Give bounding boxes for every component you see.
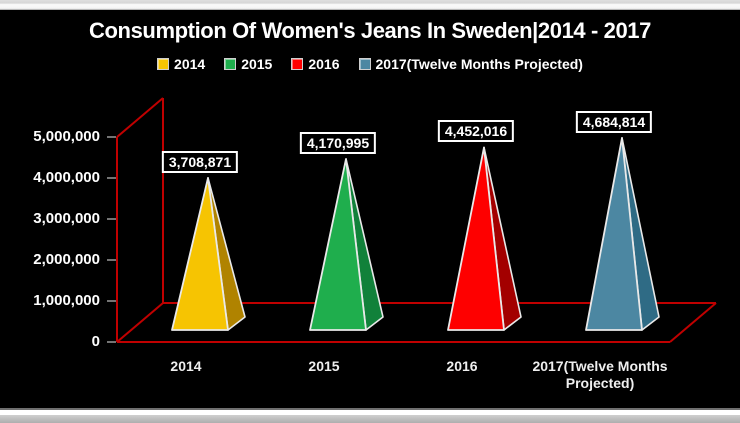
data-label-box: 4,170,995: [299, 131, 377, 154]
x-axis-label: 2017(Twelve Months Projected): [532, 358, 668, 391]
window-top-edge: [0, 0, 740, 10]
window-bottom-edge: [0, 408, 740, 423]
legend-item-label: 2014: [174, 56, 206, 72]
legend-item-1: 2014: [157, 56, 205, 72]
legend-item-label: 2016: [308, 56, 340, 72]
x-axis-label: 2015: [308, 358, 340, 374]
pyramid-front-face: [309, 158, 367, 331]
axis-frame-line: [116, 302, 164, 343]
consumption-chart: Consumption Of Women's Jeans In Sweden|2…: [0, 10, 740, 408]
y-axis-label: 5,000,000: [33, 128, 100, 145]
pyramid-2014: [171, 177, 246, 331]
pyramid-2017: [585, 137, 660, 331]
y-axis-label: 0: [91, 333, 100, 350]
axis-frame-line: [669, 302, 717, 343]
legend-color-swatch: [157, 58, 170, 70]
pyramid-front-face: [171, 177, 229, 331]
legend-item-3: 2016: [291, 56, 340, 72]
y-axis-label: 2,000,000: [33, 251, 100, 268]
legend-item-label: 2015: [241, 56, 273, 72]
x-axis-label: 2016: [446, 358, 478, 374]
x-axis-label: 2014: [170, 358, 202, 374]
window-bottom-edge-highlight: [0, 410, 740, 415]
y-axis-label: 4,000,000: [33, 169, 100, 186]
y-axis-label: 1,000,000: [33, 292, 100, 309]
legend-color-swatch: [291, 58, 304, 70]
data-label-box: 4,684,814: [575, 110, 653, 133]
legend-item-label: 2017(Twelve Months Projected): [375, 56, 583, 72]
pyramid-2016: [447, 146, 522, 331]
legend-color-swatch: [224, 58, 237, 70]
legend-item-4: 2017(Twelve Months Projected): [358, 56, 583, 72]
axis-frame-line: [116, 97, 164, 138]
pyramid-front-face: [447, 146, 505, 331]
chart-legend: 2014 2015 2016 2017(Twelve Months Projected…: [0, 56, 740, 72]
y-axis-label: 3,000,000: [33, 210, 100, 227]
pyramid-2015: [309, 158, 384, 331]
data-label-box: 3,708,871: [161, 150, 239, 173]
window-bottom-edge-line: [0, 408, 740, 410]
chart-title: Consumption Of Women's Jeans In Sweden|2…: [89, 18, 651, 43]
legend-item-2: 2015: [224, 56, 272, 72]
legend-color-swatch: [358, 58, 371, 70]
plot-area: [107, 97, 717, 343]
pyramid-front-face: [585, 137, 643, 331]
data-label-box: 4,452,016: [437, 120, 515, 143]
window-bottom-edge-shadow: [0, 415, 740, 423]
